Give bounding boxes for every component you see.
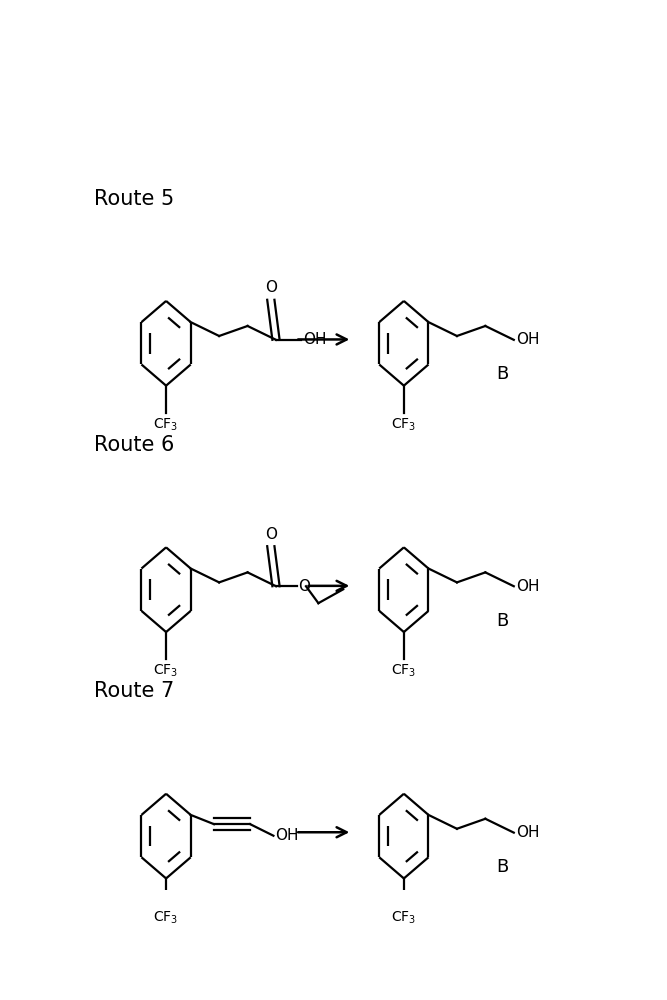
Text: Route 7: Route 7	[93, 681, 174, 701]
Text: O: O	[298, 579, 310, 594]
Text: B: B	[496, 858, 508, 876]
Text: OH: OH	[275, 828, 299, 843]
Text: O: O	[265, 527, 277, 542]
Text: CF$_3$: CF$_3$	[153, 663, 179, 679]
Text: B: B	[496, 365, 508, 383]
Text: Route 5: Route 5	[93, 189, 174, 209]
Text: OH: OH	[516, 332, 540, 347]
Text: O: O	[265, 280, 277, 295]
Text: OH: OH	[516, 579, 540, 594]
Text: CF$_3$: CF$_3$	[392, 416, 416, 433]
Text: CF$_3$: CF$_3$	[392, 663, 416, 679]
Text: CF$_3$: CF$_3$	[153, 909, 179, 926]
Text: Route 6: Route 6	[93, 435, 174, 455]
Text: OH: OH	[516, 825, 540, 840]
Text: CF$_3$: CF$_3$	[153, 416, 179, 433]
Text: B: B	[496, 611, 508, 630]
Text: CF$_3$: CF$_3$	[392, 909, 416, 926]
Text: OH: OH	[303, 332, 326, 347]
